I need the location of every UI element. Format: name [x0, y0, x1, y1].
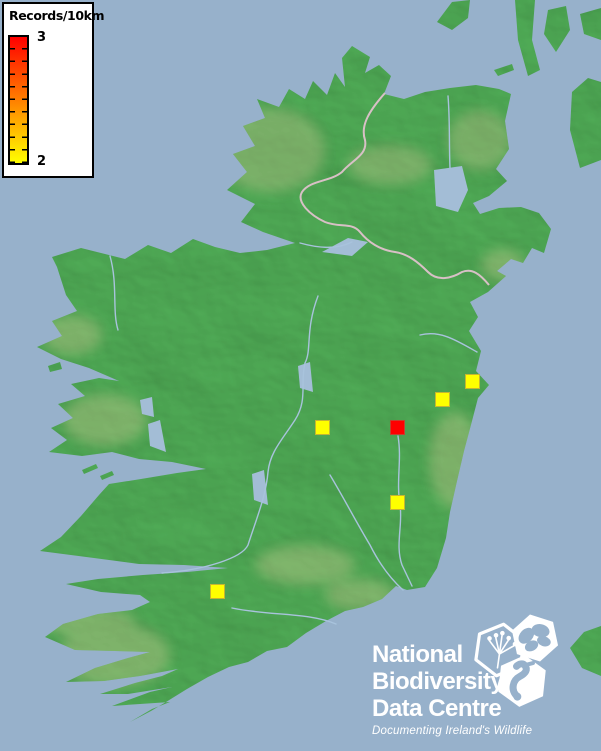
river-boyne — [419, 333, 478, 353]
record-square-10km[interactable] — [210, 584, 225, 599]
lough-mask — [140, 397, 154, 417]
legend-panel: Records/10km 3 2 — [2, 2, 105, 178]
record-square-10km[interactable] — [390, 495, 405, 510]
scotland-kintyre-fragment — [515, 0, 540, 76]
scotland-mull-fragment — [570, 78, 601, 168]
lakes-group — [140, 166, 468, 505]
river-moy — [109, 255, 119, 331]
nbdc-logo: National Biodiversity Data Centre Docume… — [372, 641, 532, 737]
legend-ticks-left — [10, 37, 15, 163]
river-shannon — [161, 295, 319, 574]
record-square-10km[interactable] — [435, 392, 450, 407]
nbdc-logo-hexagons — [474, 614, 559, 707]
scotland-coast-fragment — [580, 8, 601, 40]
legend-min-label: 2 — [37, 154, 47, 169]
record-square-10km[interactable] — [315, 420, 330, 435]
logo-tagline: Documenting Ireland's Wildlife — [372, 725, 533, 737]
logo-line-3: Data Centre — [372, 695, 502, 722]
rivers-group — [109, 95, 478, 625]
logo-line-2: Biodiversity — [372, 668, 504, 695]
seahorse-icon — [509, 660, 535, 701]
butterfly-hexagon-icon — [511, 614, 559, 662]
river-erne — [299, 241, 353, 249]
logo-line-1: National — [372, 641, 463, 668]
record-square-10km[interactable] — [465, 374, 480, 389]
lough-erne — [322, 238, 368, 256]
aran-islands — [82, 464, 114, 480]
clare-island — [48, 362, 62, 372]
scotland-arran-fragment — [544, 6, 570, 52]
northern-ireland-border — [299, 92, 490, 286]
legend-gradient-bar — [8, 35, 29, 165]
record-square-10km[interactable] — [390, 420, 405, 435]
legend-title: Records/10km — [9, 8, 105, 23]
wales-coast-fragment — [570, 626, 601, 676]
lough-ree — [298, 362, 313, 392]
river-suir — [329, 474, 404, 591]
river-blackwater — [231, 607, 337, 625]
lough-corrib — [148, 420, 166, 452]
river-bann — [447, 95, 451, 169]
seahorse-hexagon-icon — [498, 655, 546, 707]
scotland-islay-fragment — [437, 0, 470, 30]
legend-max-label: 3 — [37, 30, 47, 45]
butterfly-icon — [518, 624, 551, 652]
legend-ticks-right — [22, 37, 27, 163]
lough-neagh — [434, 166, 468, 212]
landmass-group — [37, 0, 601, 722]
rathlin-island — [494, 64, 514, 76]
